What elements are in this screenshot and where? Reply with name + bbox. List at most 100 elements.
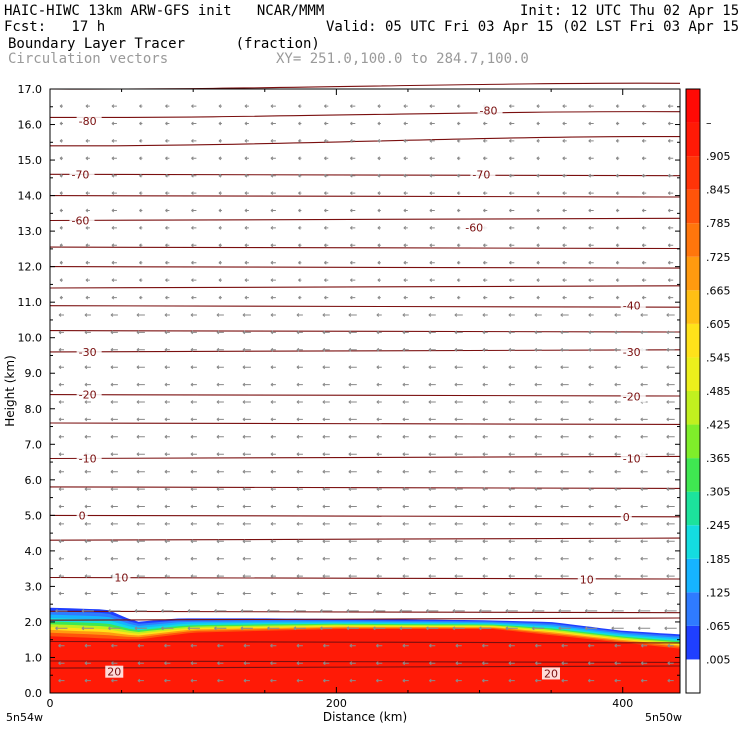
circulation-vector xyxy=(508,539,515,544)
circulation-vector xyxy=(562,104,567,108)
circulation-vector xyxy=(85,278,90,282)
circulation-vector xyxy=(348,556,357,561)
circulation-vector xyxy=(136,591,145,596)
circulation-vector xyxy=(218,121,222,126)
circulation-vector xyxy=(508,452,515,457)
circulation-vector xyxy=(403,191,408,195)
circulation-vector xyxy=(509,139,515,143)
circulation-vector xyxy=(190,661,197,666)
circulation-vector xyxy=(482,365,488,370)
circulation-vector xyxy=(508,469,515,474)
circulation-vector xyxy=(216,330,224,335)
circulation-vector xyxy=(58,313,64,317)
circulation-vector xyxy=(666,330,675,335)
circulation-vector xyxy=(505,626,518,631)
circulation-vector xyxy=(111,191,117,195)
circulation-vector xyxy=(164,417,170,422)
circulation-vector xyxy=(640,574,648,578)
y-tick-label: 15.0 xyxy=(18,154,43,167)
circulation-vector xyxy=(298,191,302,195)
circulation-vector xyxy=(164,452,170,457)
circulation-vector xyxy=(560,574,569,578)
circulation-vector xyxy=(270,191,276,195)
circulation-vector xyxy=(428,365,436,370)
circulation-vector xyxy=(323,661,330,666)
circulation-vector xyxy=(164,574,170,578)
circulation-vector xyxy=(191,121,197,126)
circulation-vector xyxy=(111,260,117,265)
colorbar-swatch xyxy=(686,592,700,626)
circulation-vector xyxy=(614,504,621,509)
contour-label-bg xyxy=(76,452,102,465)
circulation-vector xyxy=(429,173,435,178)
circulation-vector xyxy=(584,609,598,613)
circulation-vector xyxy=(534,574,542,578)
contour-label: -70 xyxy=(71,168,89,181)
circulation-vector xyxy=(667,121,674,126)
circulation-vector xyxy=(614,522,621,526)
circulation-vector xyxy=(165,121,170,126)
circulation-vector xyxy=(482,434,488,439)
circulation-vector xyxy=(296,452,303,457)
temperature-contour-line xyxy=(49,266,681,269)
circulation-vector xyxy=(402,556,409,561)
colorbar-swatch xyxy=(686,189,700,224)
circulation-vector xyxy=(110,469,118,474)
circulation-vector xyxy=(137,678,144,683)
circulation-vector xyxy=(429,139,435,143)
corner-label-left: 5n54w xyxy=(6,711,43,724)
circulation-vector xyxy=(243,678,250,683)
circulation-vector xyxy=(666,574,675,578)
circulation-vector xyxy=(428,591,436,596)
circulation-vector xyxy=(641,173,647,178)
circulation-vector xyxy=(377,173,381,178)
temperature-contour-line xyxy=(49,455,681,460)
circulation-vector xyxy=(270,330,276,335)
circulation-vector xyxy=(139,226,143,230)
circulation-vector xyxy=(584,626,598,631)
circulation-vector xyxy=(59,226,63,230)
circulation-vector xyxy=(85,208,90,213)
circulation-vector xyxy=(535,661,542,666)
circulation-vector xyxy=(58,330,64,335)
circulation-vector xyxy=(377,156,381,161)
circulation-vector xyxy=(58,487,64,491)
circulation-vector xyxy=(614,487,621,491)
circulation-vector xyxy=(84,313,91,317)
contour-label-bg xyxy=(620,299,646,312)
circulation-vector xyxy=(399,609,412,613)
circulation-vector xyxy=(588,260,594,265)
circulation-vector xyxy=(136,556,145,561)
circulation-vector xyxy=(190,591,197,596)
circulation-vector xyxy=(349,678,356,683)
circulation-vector xyxy=(270,260,276,265)
circulation-vector xyxy=(641,243,647,248)
circulation-vector xyxy=(667,678,674,683)
x-axis-title: Distance (km) xyxy=(323,710,407,724)
circulation-vector xyxy=(350,156,356,161)
circulation-vector xyxy=(614,400,621,404)
circulation-vector xyxy=(667,260,674,265)
circulation-vector xyxy=(376,661,383,666)
circulation-vector xyxy=(611,609,624,613)
circulation-vector xyxy=(322,591,330,596)
circulation-vector xyxy=(482,487,488,491)
temperature-contour-line xyxy=(49,111,681,119)
circulation-vector xyxy=(324,243,329,248)
circulation-vector xyxy=(164,487,170,491)
circulation-vector xyxy=(191,156,197,161)
circulation-vector xyxy=(614,347,621,352)
circulation-vector xyxy=(536,173,540,178)
circulation-vector xyxy=(562,295,567,300)
x-tick-label: 400 xyxy=(612,697,633,710)
contour-label: -80 xyxy=(79,115,97,128)
circulation-vector xyxy=(562,139,567,143)
y-tick-label: 11.0 xyxy=(18,296,43,309)
circulation-vector xyxy=(508,382,515,387)
circulation-vector xyxy=(350,139,356,143)
circulation-vector xyxy=(322,313,330,317)
circulation-vector xyxy=(402,487,409,491)
circulation-vector xyxy=(324,139,329,143)
circulation-vector xyxy=(322,522,330,526)
